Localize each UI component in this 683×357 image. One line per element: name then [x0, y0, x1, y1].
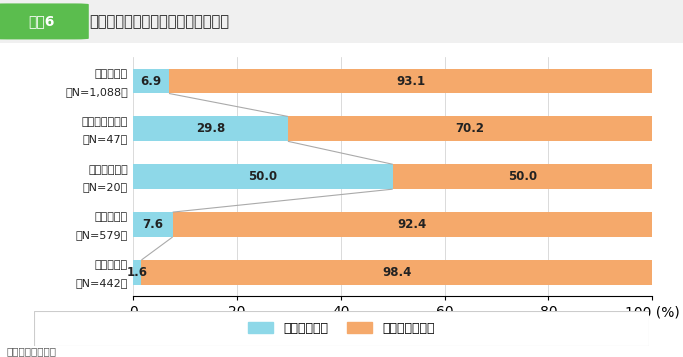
- Bar: [393, 164, 652, 189]
- Bar: [141, 260, 652, 285]
- Bar: [133, 212, 173, 237]
- FancyBboxPatch shape: [0, 4, 89, 39]
- Text: 都　道　府　県: 都 道 府 県: [82, 117, 128, 127]
- Bar: [133, 116, 288, 141]
- Text: 全　　　体: 全 体: [95, 69, 128, 79]
- Text: 98.4: 98.4: [382, 266, 412, 279]
- Text: 《N=442》: 《N=442》: [76, 278, 128, 288]
- Bar: [133, 69, 169, 94]
- Legend: 確保している, 確保していない: 確保している, 確保していない: [243, 317, 440, 340]
- Text: 6.9: 6.9: [141, 75, 162, 87]
- Bar: [288, 116, 652, 141]
- Text: センターの設置（機能の確保）状況: センターの設置（機能の確保）状況: [89, 14, 229, 29]
- FancyBboxPatch shape: [34, 311, 649, 346]
- Text: 《N=1,088》: 《N=1,088》: [66, 86, 128, 96]
- Text: 《N=579》: 《N=579》: [76, 230, 128, 240]
- Text: 50.0: 50.0: [249, 170, 277, 183]
- Text: 70.2: 70.2: [456, 122, 484, 135]
- Text: 出典：内閣府調べ: 出典：内閣府調べ: [7, 347, 57, 357]
- Bar: [173, 212, 652, 237]
- Text: 《N=47》: 《N=47》: [83, 134, 128, 144]
- Text: 50.0: 50.0: [508, 170, 537, 183]
- Bar: [133, 164, 393, 189]
- Bar: [133, 260, 141, 285]
- Text: 《N=20》: 《N=20》: [83, 182, 128, 192]
- FancyBboxPatch shape: [0, 0, 683, 43]
- Text: 図表6: 図表6: [28, 14, 54, 29]
- Text: 29.8: 29.8: [196, 122, 225, 135]
- Text: 92.4: 92.4: [398, 218, 427, 231]
- Text: 1.6: 1.6: [127, 266, 148, 279]
- Text: 町　　　村: 町 村: [95, 260, 128, 270]
- Text: 市　　　区: 市 区: [95, 212, 128, 222]
- Text: 政令指定都市: 政令指定都市: [88, 165, 128, 175]
- Text: 7.6: 7.6: [143, 218, 163, 231]
- Text: 93.1: 93.1: [396, 75, 426, 87]
- Bar: [169, 69, 652, 94]
